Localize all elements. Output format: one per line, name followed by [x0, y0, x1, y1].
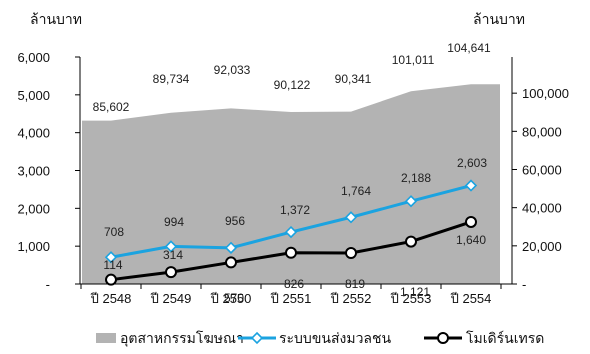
- area-data-label: 89,734: [153, 72, 190, 86]
- right-axis-unit-label: ล้านบาท: [473, 11, 525, 27]
- area-data-label: 85,602: [93, 100, 130, 114]
- area-data-label: 90,341: [335, 72, 372, 86]
- diamond-marker: [404, 195, 418, 208]
- right-axis-tick-label: 60,000: [522, 163, 562, 178]
- circle-marker: [345, 247, 357, 260]
- right-axis-tick-label: 40,000: [522, 201, 562, 216]
- x-axis-tick-label: ปี 2548: [90, 291, 132, 306]
- x-axis-tick-label: ปี 2554: [450, 291, 492, 306]
- mass-transit-data-label: 956: [225, 214, 245, 228]
- modern-trade-data-label: 114: [103, 258, 122, 272]
- diamond-marker: [164, 240, 178, 253]
- mass-transit-data-label: 1,372: [280, 203, 310, 217]
- left-axis-unit-label: ล้านบาท: [30, 11, 82, 27]
- modern-trade-data-label: 1,640: [456, 233, 486, 247]
- legend-label: โมเดิร์นเทรด: [466, 330, 544, 346]
- legend-swatch-area: [96, 333, 116, 343]
- modern-trade-data-label: 570: [224, 291, 244, 305]
- left-axis-tick-label: 3,000: [17, 164, 50, 179]
- right-axis-tick-label: 80,000: [522, 124, 562, 139]
- circle-marker: [165, 266, 177, 279]
- diamond-marker: [464, 179, 478, 192]
- circle-marker: [225, 256, 237, 269]
- line-layer: [104, 179, 478, 286]
- left-axis-tick-label: -: [46, 277, 50, 292]
- legend-diamond-marker: [250, 331, 264, 345]
- left-axis-tick-label: 4,000: [17, 126, 50, 141]
- area-data-label: 92,033: [214, 63, 251, 77]
- modern-trade-data-label: 826: [284, 277, 304, 291]
- left-axis-tick-label: 2,000: [17, 201, 50, 216]
- circle-marker: [405, 235, 417, 248]
- x-axis-tick-label: ปี 2549: [150, 291, 192, 306]
- left-axis-tick-label: 1,000: [17, 239, 50, 254]
- legend-label: ระบบขนส่งมวลชน: [279, 330, 392, 346]
- modern-trade-data-label: 314: [163, 248, 183, 262]
- modern-trade-data-label: 1,121: [400, 285, 430, 299]
- legend-circle-marker: [437, 332, 449, 344]
- diamond-marker: [104, 251, 118, 264]
- right-axis-tick-label: 20,000: [522, 239, 562, 254]
- diamond-marker: [224, 241, 238, 254]
- legend-item-advertising: อุตสาหกรรมโฆษณา: [96, 330, 244, 347]
- area-layer: [82, 84, 500, 284]
- circle-marker: [285, 246, 297, 259]
- axis-layer: - 1,000 2,000 3,000 4,000 5,000 6,000 - 20,000 40…: [17, 11, 569, 306]
- area-data-label: 101,011: [392, 53, 435, 67]
- legend: อุตสาหกรรมโฆษณา ระบบขนส่งมวลชน โมเดิร์นเทร…: [96, 330, 544, 347]
- circle-marker: [465, 215, 477, 228]
- right-axis-tick-label: -: [522, 277, 526, 292]
- area-data-label: 104,641: [447, 41, 491, 55]
- legend-item-mass-transit: ระบบขนส่งมวลชน: [238, 330, 392, 346]
- legend-label: อุตสาหกรรมโฆษณา: [120, 330, 244, 347]
- mass-transit-data-label: 994: [164, 215, 184, 229]
- x-axis-tick-label: ปี 2551: [270, 291, 312, 306]
- left-axis-tick-label: 5,000: [17, 88, 50, 103]
- right-axis-tick-label: 100,000: [522, 86, 569, 101]
- diamond-marker: [284, 225, 298, 239]
- modern-trade-data-label: 819: [345, 277, 365, 291]
- x-axis-tick-label: ปี 2552: [330, 291, 372, 306]
- mass-transit-data-label: 708: [104, 225, 124, 239]
- area-series-advertising: [82, 84, 500, 284]
- mass-transit-data-label: 2,188: [401, 171, 431, 185]
- circle-marker: [105, 273, 117, 286]
- legend-item-modern-trade: โมเดิร์นเทรด: [424, 330, 544, 346]
- mass-transit-data-label: 2,603: [457, 156, 487, 170]
- diamond-marker: [344, 211, 358, 224]
- label-layer: 85,602 89,734 92,033 90,122 90,341 101,011 104…: [93, 41, 491, 305]
- x-axis-tick-label: ปี 2553: [390, 291, 432, 306]
- mass-transit-data-label: 1,764: [341, 184, 371, 198]
- x-axis-tick-label: ปี 2550: [210, 291, 252, 306]
- area-data-label: 90,122: [274, 78, 311, 92]
- left-axis-tick-label: 6,000: [17, 50, 50, 65]
